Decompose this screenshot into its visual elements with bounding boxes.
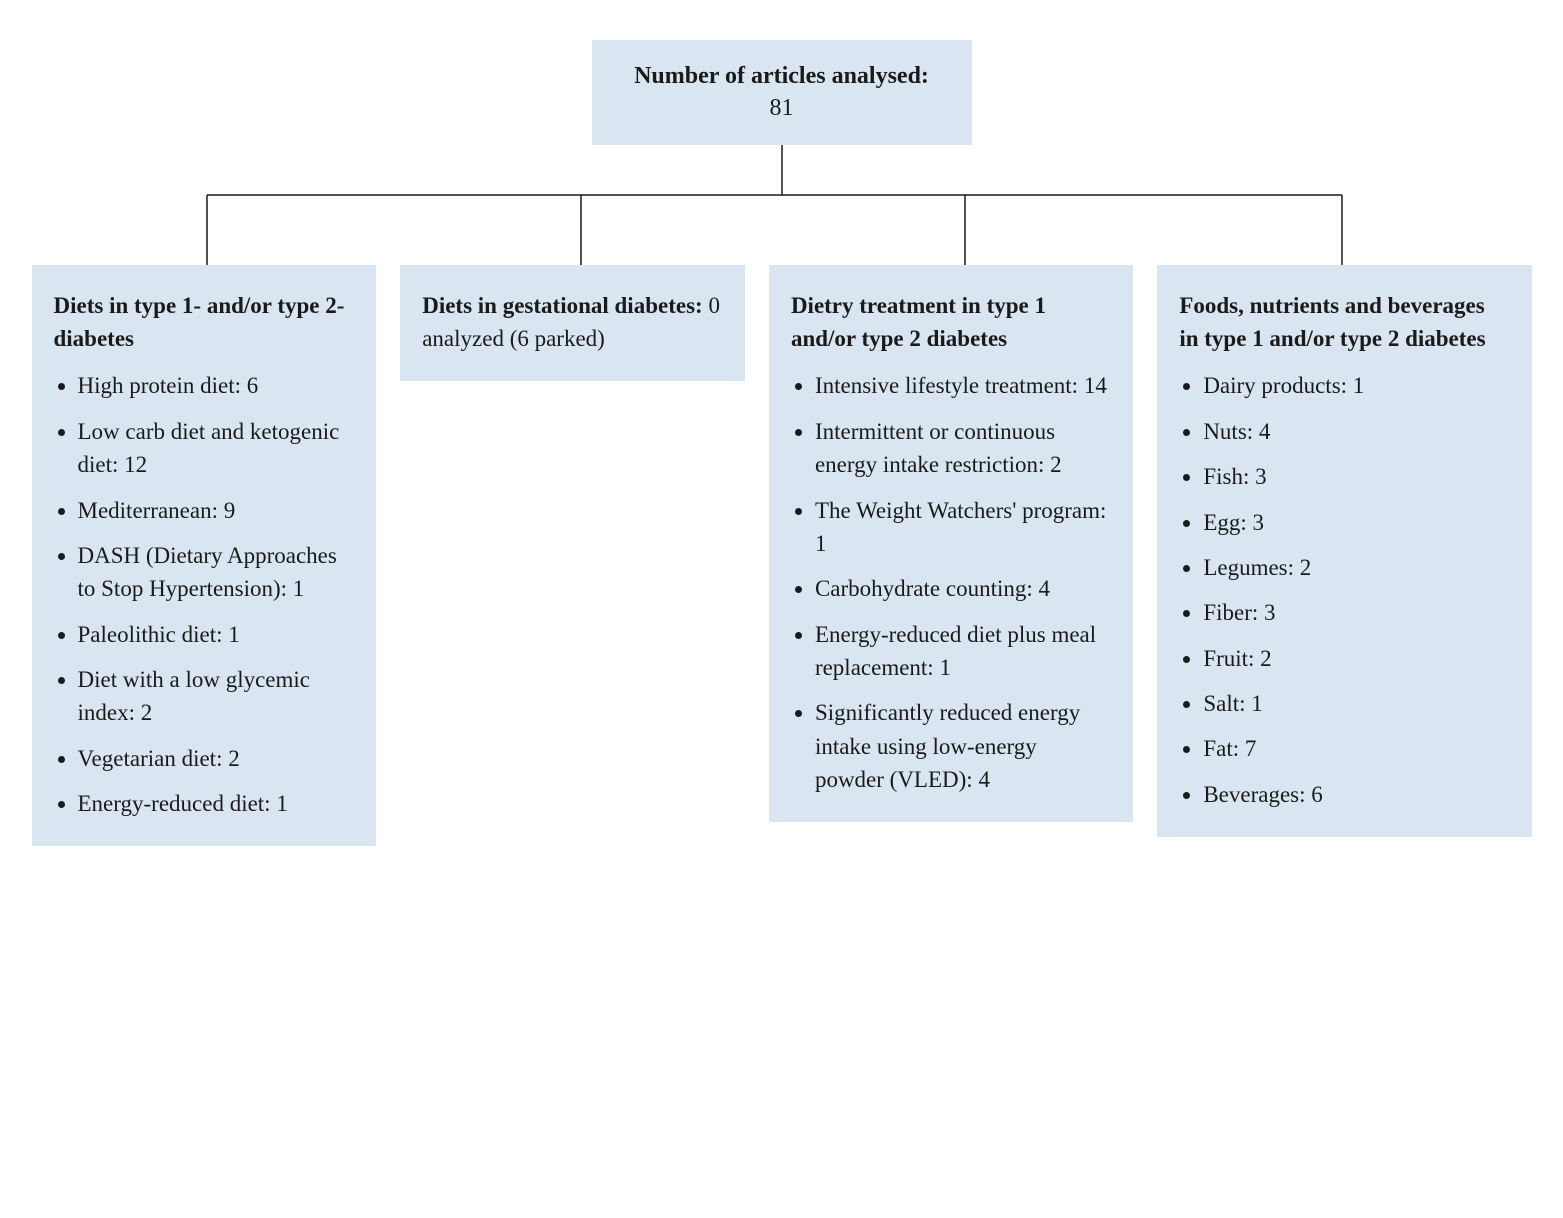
connector-area — [32, 145, 1532, 265]
connector-svg — [32, 145, 1532, 265]
branch-title: Foods, nutrients and beverages in type 1… — [1179, 293, 1485, 351]
branch-item-list: Dairy products: 1 Nuts: 4 Fish: 3 Egg: 3… — [1179, 369, 1509, 810]
list-item: Fiber: 3 — [1203, 596, 1509, 629]
list-item: Fat: 7 — [1203, 732, 1509, 765]
list-item: Paleolithic diet: 1 — [78, 618, 355, 651]
list-item: Egg: 3 — [1203, 506, 1509, 539]
list-item: Salt: 1 — [1203, 687, 1509, 720]
branches-row: Diets in type 1- and/or type 2-diabetes … — [32, 265, 1532, 846]
list-item: Carbohydrate counting: 4 — [815, 572, 1111, 605]
branch-item-list: Intensive lifestyle treatment: 14 Interm… — [791, 369, 1111, 796]
list-item: Fruit: 2 — [1203, 642, 1509, 675]
branch-diets-type1-type2: Diets in type 1- and/or type 2-diabetes … — [32, 265, 377, 846]
list-item: Nuts: 4 — [1203, 415, 1509, 448]
list-item: Low carb diet and ketogenic diet: 12 — [78, 415, 355, 482]
list-item: Significantly reduced energy intake usin… — [815, 696, 1111, 796]
list-item: High protein diet: 6 — [78, 369, 355, 402]
root-label: Number of articles analysed: — [634, 63, 929, 89]
list-item: Intensive lifestyle treatment: 14 — [815, 369, 1111, 402]
flowchart-diagram: Number of articles analysed: 81 Diets in… — [32, 40, 1532, 846]
list-item: Legumes: 2 — [1203, 551, 1509, 584]
branch-foods-nutrients-beverages: Foods, nutrients and beverages in type 1… — [1157, 265, 1531, 837]
list-item: DASH (Dietary Approaches to Stop Hyperte… — [78, 539, 355, 606]
list-item: Beverages: 6 — [1203, 778, 1509, 811]
root-node: Number of articles analysed: 81 — [592, 40, 972, 145]
list-item: Dairy products: 1 — [1203, 369, 1509, 402]
list-item: Energy-reduced diet: 1 — [78, 787, 355, 820]
branch-title: Diets in type 1- and/or type 2-diabetes — [54, 293, 345, 351]
branch-title: Dietry treatment in type 1 and/or type 2… — [791, 293, 1046, 351]
list-item: The Weight Watchers' program: 1 — [815, 494, 1111, 561]
list-item: Energy-reduced diet plus meal replacemen… — [815, 618, 1111, 685]
list-item: Diet with a low glycemic index: 2 — [78, 663, 355, 730]
branch-gestational-diabetes: Diets in gestational diabetes: 0 analyze… — [400, 265, 745, 382]
list-item: Fish: 3 — [1203, 460, 1509, 493]
root-value: 81 — [770, 95, 794, 121]
branch-dietary-treatment: Dietry treatment in type 1 and/or type 2… — [769, 265, 1133, 822]
list-item: Intermittent or continuous energy intake… — [815, 415, 1111, 482]
branch-title: Diets in gestational diabetes: — [422, 293, 702, 318]
list-item: Vegetarian diet: 2 — [78, 742, 355, 775]
branch-item-list: High protein diet: 6 Low carb diet and k… — [54, 369, 355, 820]
list-item: Mediterranean: 9 — [78, 494, 355, 527]
